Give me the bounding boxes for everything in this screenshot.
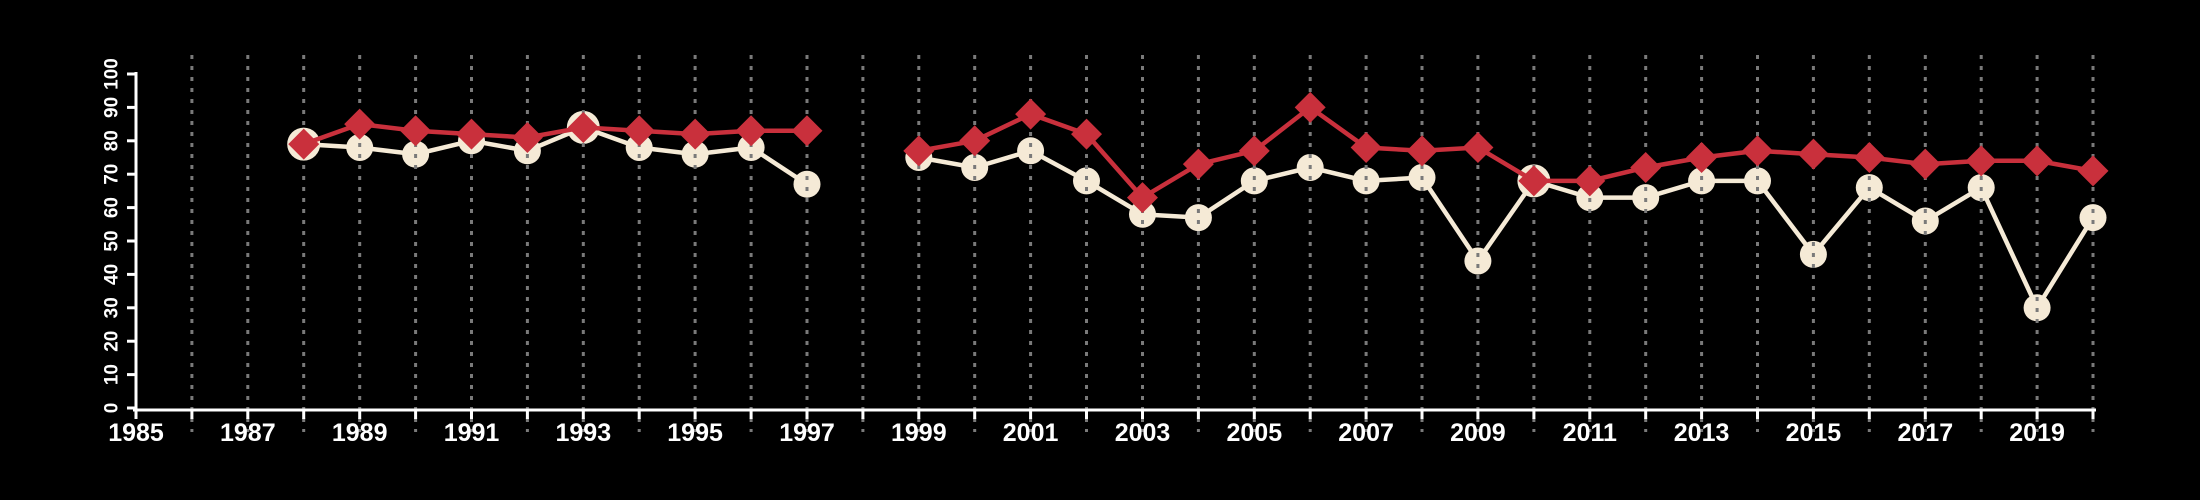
- x-tick-label: 1997: [779, 419, 835, 447]
- data-point-diamond: [1126, 182, 1158, 214]
- x-tick-label: 2017: [1897, 419, 1953, 447]
- gridlines: [190, 55, 2095, 432]
- x-tick-label: 2019: [2009, 419, 2065, 447]
- x-tick-label: 2011: [1563, 419, 1617, 447]
- data-point-circle: [1688, 167, 1716, 195]
- x-tick-label: 2013: [1674, 419, 1730, 447]
- data-point-diamond: [1015, 98, 1047, 130]
- data-point-diamond: [1406, 135, 1438, 167]
- data-point-circle: [1632, 184, 1660, 212]
- data-point-circle: [2023, 294, 2051, 322]
- cream-series-line: [303, 124, 2095, 313]
- x-tick-label: 2001: [1003, 419, 1059, 447]
- axes: [127, 72, 2096, 419]
- data-point-diamond: [1518, 165, 1550, 197]
- data-point-diamond: [1797, 138, 1829, 170]
- data-point-diamond: [344, 108, 376, 140]
- red-series-line: [302, 104, 2094, 201]
- data-point-diamond: [1182, 148, 1214, 180]
- data-point-circle: [1129, 200, 1156, 228]
- y-tick-label: 90: [102, 97, 123, 118]
- data-point-diamond: [2077, 155, 2109, 187]
- y-tick-label: 60: [102, 197, 123, 218]
- y-tick-label: 40: [102, 264, 123, 285]
- data-point-diamond: [1686, 142, 1718, 173]
- data-point-circle: [1240, 167, 1268, 195]
- data-point-circle: [1744, 167, 1771, 195]
- y-tick-label: 20: [102, 331, 123, 352]
- data-point-diamond: [1965, 145, 1997, 177]
- y-tick-label: 100: [102, 58, 123, 90]
- data-point-diamond: [735, 115, 767, 147]
- data-point-diamond: [400, 115, 432, 147]
- y-tick-label: 10: [102, 364, 123, 385]
- data-point-diamond: [791, 115, 823, 147]
- x-tick-label: 1995: [667, 419, 723, 447]
- x-tick-label: 1999: [891, 419, 947, 447]
- data-point-diamond: [1071, 118, 1103, 150]
- x-tick-label: 2003: [1115, 419, 1171, 447]
- data-point-diamond: [1909, 148, 1941, 180]
- data-point-circle: [1184, 204, 1212, 232]
- data-point-circle: [346, 134, 374, 161]
- axis-labels: 1985 1987 1989 1991 1993 1995 1997 1999 2001 2003…: [102, 58, 2065, 447]
- x-tick-label: 2007: [1338, 419, 1394, 447]
- x-tick-label: 2009: [1450, 419, 1506, 447]
- data-point-circle: [1017, 137, 1045, 165]
- x-tick-label: 1987: [220, 419, 276, 447]
- data-point-circle: [2079, 204, 2107, 232]
- data-point-diamond: [1853, 142, 1885, 173]
- data-point-diamond: [1574, 165, 1606, 197]
- data-point-diamond: [455, 118, 487, 150]
- data-point-diamond: [1238, 135, 1270, 167]
- data-point-diamond: [288, 128, 320, 160]
- data-point-diamond: [679, 118, 711, 150]
- cream-circle-series: [287, 110, 2107, 322]
- x-tick-label: 1991: [444, 419, 500, 447]
- data-point-diamond: [959, 125, 991, 157]
- data-point-circle: [1073, 167, 1100, 195]
- red-diamond-series: [288, 91, 2109, 214]
- y-tick-label: 0: [102, 403, 123, 414]
- y-tick-label: 70: [102, 164, 123, 185]
- data-point-circle: [1576, 184, 1604, 212]
- data-point-circle: [625, 134, 653, 161]
- x-tick-label: 1993: [555, 419, 611, 447]
- data-point-circle: [1464, 247, 1492, 275]
- data-point-circle: [737, 134, 765, 161]
- data-point-circle: [1352, 167, 1380, 195]
- data-point-diamond: [2021, 145, 2053, 177]
- data-point-diamond: [1294, 91, 1326, 123]
- data-point-diamond: [1742, 135, 1774, 167]
- data-point-diamond: [903, 135, 935, 167]
- y-tick-label: 30: [102, 297, 123, 318]
- data-point-diamond: [1462, 131, 1494, 163]
- data-point-diamond: [567, 111, 599, 143]
- x-tick-label: 1985: [108, 419, 164, 447]
- x-tick-label: 2005: [1226, 419, 1282, 447]
- y-tick-label: 80: [102, 130, 123, 151]
- x-tick-label: 2015: [1786, 419, 1842, 447]
- data-point-diamond: [1350, 131, 1382, 163]
- x-tick-label: 1989: [332, 419, 388, 447]
- data-point-diamond: [511, 121, 543, 153]
- data-point-circle: [793, 170, 821, 198]
- data-point-diamond: [623, 115, 655, 147]
- y-tick-label: 50: [102, 230, 123, 251]
- data-point-diamond: [1630, 152, 1662, 184]
